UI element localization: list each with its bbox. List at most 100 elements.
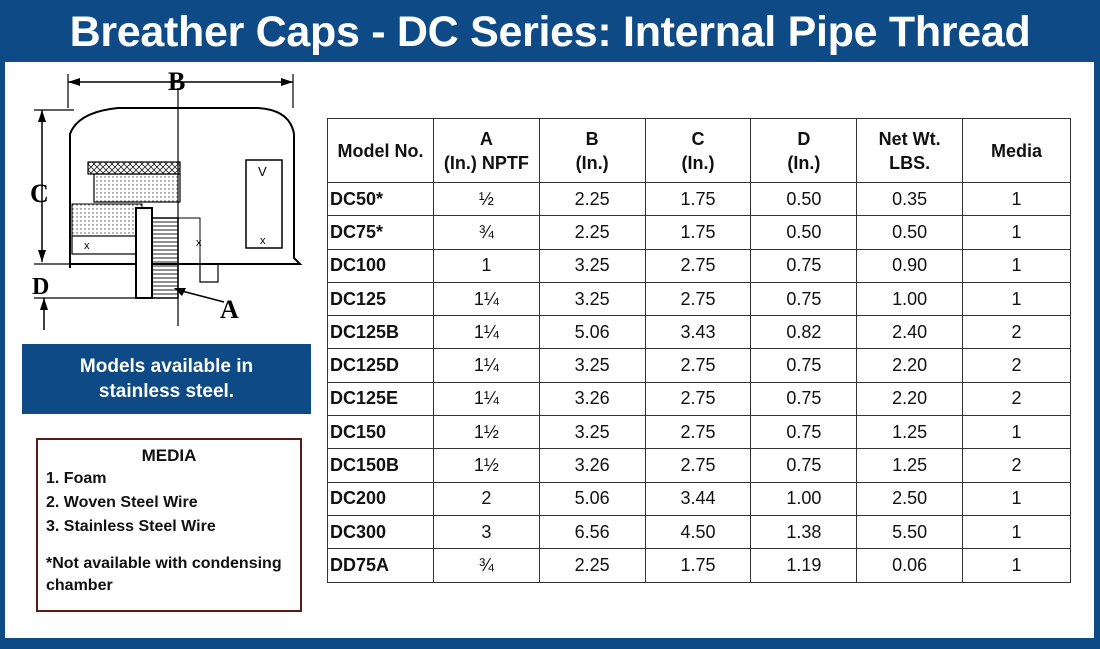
- cell-media: 1: [962, 548, 1071, 583]
- banner-line-2: stainless steel.: [98, 381, 235, 402]
- table-row: DC50* ½ 2.25 1.75 0.50 0.35 1: [327, 181, 1071, 217]
- cell-d: 1.38: [750, 514, 858, 550]
- header-net-wt: Net Wt. LBS.: [856, 118, 964, 183]
- header-c: C (In.): [644, 118, 752, 183]
- cell-net-wt: 1.25: [856, 448, 964, 483]
- cap-outline: [69, 107, 303, 268]
- label-b: B: [168, 68, 185, 96]
- cell-net-wt: 2.20: [856, 348, 964, 383]
- header-b: B (In.): [538, 118, 646, 183]
- cell-b: 5.06: [538, 315, 646, 350]
- cell-d: 1.19: [750, 548, 858, 583]
- cell-a: ¾: [432, 548, 540, 583]
- cell-b: 3.26: [538, 448, 646, 483]
- table-header-row: Model No. A (In.) NPTF B (In.) C (In.) D (In…: [327, 118, 1071, 183]
- cell-d: 0.75: [750, 281, 858, 317]
- cell-model: DC125E: [327, 381, 434, 417]
- cell-b: 3.26: [538, 381, 646, 417]
- cell-d: 0.75: [750, 348, 858, 383]
- media-note: *Not available with condensing chamber: [46, 553, 292, 597]
- media-item-2: 2. Woven Steel Wire: [46, 494, 198, 511]
- media-legend: MEDIA 1. Foam 2. Woven Steel Wire 3. Sta…: [36, 438, 302, 612]
- cell-c: 2.75: [644, 348, 752, 383]
- cell-b: 3.25: [538, 415, 646, 450]
- stainless-banner: Models available in stainless steel.: [22, 344, 311, 414]
- cell-a: 1: [432, 248, 540, 283]
- cell-media: 1: [962, 281, 1071, 317]
- header-media: Media: [962, 118, 1071, 183]
- cell-model: DC125B: [327, 315, 434, 350]
- cell-b: 6.56: [538, 514, 646, 550]
- cell-net-wt: 2.50: [856, 481, 964, 516]
- svg-text:x: x: [260, 235, 266, 247]
- cell-net-wt: 1.25: [856, 415, 964, 450]
- cell-c: 2.75: [644, 248, 752, 283]
- cell-media: 2: [962, 448, 1071, 483]
- table-row: DC150 1½ 3.25 2.75 0.75 1.25 1: [327, 415, 1071, 450]
- cell-model: DC50*: [327, 181, 434, 217]
- media-note-line-2: chamber: [46, 577, 113, 594]
- cell-net-wt: 1.00: [856, 281, 964, 317]
- cell-d: 0.75: [750, 415, 858, 450]
- header-d: D (In.): [750, 118, 858, 183]
- page-title: Breather Caps - DC Series: Internal Pipe…: [69, 8, 1031, 56]
- cell-d: 0.82: [750, 315, 858, 350]
- cell-model: DD75A: [327, 548, 434, 583]
- cell-a: ½: [432, 181, 540, 217]
- cell-net-wt: 2.20: [856, 381, 964, 417]
- cell-media: 1: [962, 415, 1071, 450]
- cell-b: 3.25: [538, 281, 646, 317]
- cell-a: 1¼: [432, 281, 540, 317]
- cell-d: 1.00: [750, 481, 858, 516]
- cell-d: 0.50: [750, 215, 858, 250]
- table-row: DC125E 1¼ 3.26 2.75 0.75 2.20 2: [327, 381, 1071, 417]
- cell-c: 3.43: [644, 315, 752, 350]
- cell-c: 1.75: [644, 548, 752, 583]
- cell-a: 2: [432, 481, 540, 516]
- cell-model: DC300: [327, 514, 434, 550]
- cell-b: 3.25: [538, 348, 646, 383]
- table-row: DC100 1 3.25 2.75 0.75 0.90 1: [327, 248, 1071, 283]
- cell-c: 2.75: [644, 415, 752, 450]
- table-row: DD75A ¾ 2.25 1.75 1.19 0.06 1: [327, 548, 1071, 583]
- media-item-3: 3. Stainless Steel Wire: [46, 518, 216, 535]
- cell-d: 0.75: [750, 448, 858, 483]
- media-note-line-1: *Not available with condensing: [46, 555, 282, 572]
- cell-model: DC150: [327, 415, 434, 450]
- cell-net-wt: 5.50: [856, 514, 964, 550]
- cell-b: 2.25: [538, 548, 646, 583]
- table-row: DC150B 1½ 3.26 2.75 0.75 1.25 2: [327, 448, 1071, 483]
- cell-a: 1¼: [432, 348, 540, 383]
- cell-media: 1: [962, 481, 1071, 516]
- cell-b: 2.25: [538, 215, 646, 250]
- cell-a: 1½: [432, 415, 540, 450]
- cell-media: 1: [962, 181, 1071, 217]
- cell-media: 2: [962, 315, 1071, 350]
- cell-b: 3.25: [538, 248, 646, 283]
- cell-net-wt: 0.06: [856, 548, 964, 583]
- table-row: DC125 1¼ 3.25 2.75 0.75 1.00 1: [327, 281, 1071, 317]
- cell-d: 0.50: [750, 181, 858, 217]
- cell-a: 1¼: [432, 381, 540, 417]
- cell-b: 5.06: [538, 481, 646, 516]
- cell-media: 1: [962, 248, 1071, 283]
- cell-c: 2.75: [644, 281, 752, 317]
- cell-model: DC125D: [327, 348, 434, 383]
- cell-model: DC125: [327, 281, 434, 317]
- cell-b: 2.25: [538, 181, 646, 217]
- cell-c: 4.50: [644, 514, 752, 550]
- label-a: A: [220, 295, 239, 324]
- cell-a: 1¼: [432, 315, 540, 350]
- cell-model: DC75*: [327, 215, 434, 250]
- table-row: DC300 3 6.56 4.50 1.38 5.50 1: [327, 514, 1071, 550]
- svg-text:x: x: [84, 240, 90, 252]
- header-model: Model No.: [327, 118, 434, 183]
- cell-net-wt: 0.35: [856, 181, 964, 217]
- table-row: DC125D 1¼ 3.25 2.75 0.75 2.20 2: [327, 348, 1071, 383]
- cell-net-wt: 0.50: [856, 215, 964, 250]
- cell-model: DC100: [327, 248, 434, 283]
- media-item-1: 1. Foam: [46, 470, 107, 487]
- table-row: DC75* ¾ 2.25 1.75 0.50 0.50 1: [327, 215, 1071, 250]
- cell-a: ¾: [432, 215, 540, 250]
- cell-c: 1.75: [644, 215, 752, 250]
